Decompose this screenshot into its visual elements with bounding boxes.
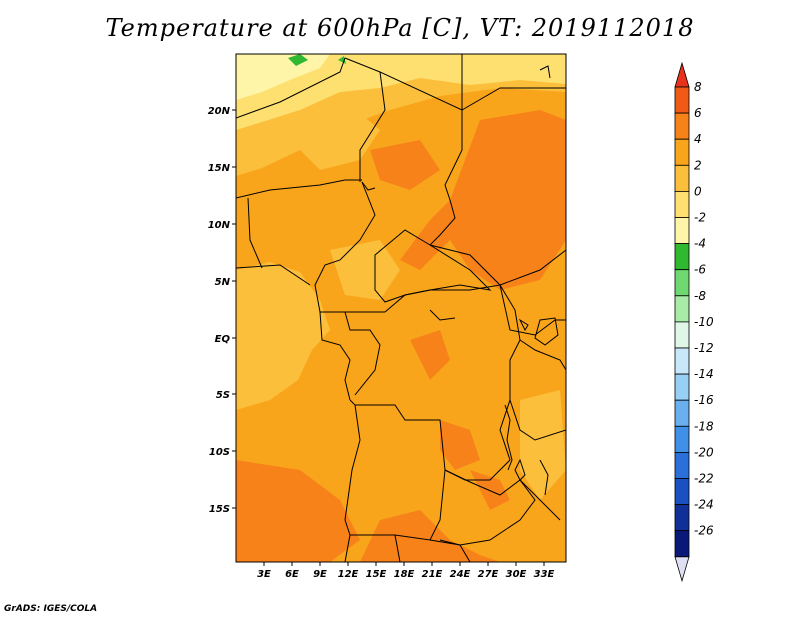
lon-tick-label: 24E xyxy=(450,569,471,580)
lon-tick-label: 15E xyxy=(366,569,387,580)
latitude-axis: 20N 15N 10N 5N EQ 5S 10S 15S xyxy=(208,106,236,515)
colorbar-swatch xyxy=(674,373,690,401)
colorbar-swatch xyxy=(674,504,690,532)
colorbar-label: -6 xyxy=(694,263,706,277)
colorbar-swatch xyxy=(674,530,690,558)
colorbar-underflow-triangle xyxy=(674,556,690,583)
lat-tick-label: 5S xyxy=(216,390,230,401)
colorbar-label: 0 xyxy=(694,184,702,198)
colorbar-swatch xyxy=(674,321,690,349)
colorbar-swatch xyxy=(674,451,690,479)
lat-tick-label: 10N xyxy=(208,220,231,231)
country-borders xyxy=(236,54,566,562)
colorbar-label: 8 xyxy=(694,80,702,94)
lon-tick-label: 33E xyxy=(534,569,555,580)
colorbar: 8 6 4 2 0 -2 -4 -6 -8 -10 -12 -14 -16 -18 -20 -22 -24 -26 xyxy=(674,61,714,583)
colorbar-swatch xyxy=(674,399,690,427)
colorbar-label: -14 xyxy=(694,367,714,381)
lon-tick-label: 12E xyxy=(338,569,359,580)
colorbar-label: 4 xyxy=(694,132,702,146)
map-panel: 20N 15N 10N 5N EQ 5S 10S 15S 3E 6E 9E 12… xyxy=(208,53,567,580)
colorbar-swatch xyxy=(674,164,690,192)
colorbar-swatch xyxy=(674,425,690,453)
colorbar-label: -8 xyxy=(694,289,706,303)
colorbar-swatch xyxy=(674,295,690,323)
lon-tick-label: 6E xyxy=(285,569,299,580)
colorbar-label: -12 xyxy=(694,341,714,355)
colorbar-label: -10 xyxy=(694,315,714,329)
colorbar-swatch xyxy=(674,269,690,297)
colorbar-swatch xyxy=(674,138,690,166)
colorbar-label: -22 xyxy=(694,472,714,486)
colorbar-label: -24 xyxy=(694,498,714,512)
credit-text: GrADS: IGES/COLA xyxy=(4,604,98,614)
colorbar-label: -20 xyxy=(694,445,714,459)
colorbar-swatch xyxy=(674,243,690,271)
colorbar-swatch xyxy=(674,478,690,506)
lon-tick-label: 18E xyxy=(394,569,415,580)
longitude-axis: 3E 6E 9E 12E 15E 18E 21E 24E 27E 30E 33E xyxy=(257,562,555,580)
temperature-field xyxy=(236,54,566,562)
lat-tick-label: 15S xyxy=(209,504,230,515)
lon-tick-label: 21E xyxy=(422,569,443,580)
colorbar-swatch xyxy=(674,347,690,375)
lat-tick-label: EQ xyxy=(215,334,231,345)
lat-tick-label: 20N xyxy=(208,106,231,117)
lon-tick-label: 3E xyxy=(257,569,271,580)
colorbar-swatch xyxy=(674,217,690,245)
colorbar-swatch xyxy=(674,112,690,140)
chart-title: Temperature at 600hPa [C], VT: 201911201… xyxy=(105,14,695,42)
lon-tick-label: 27E xyxy=(478,569,499,580)
lon-tick-label: 30E xyxy=(506,569,527,580)
colorbar-label: -26 xyxy=(694,524,714,538)
colorbar-label: -4 xyxy=(694,237,706,251)
colorbar-label: -2 xyxy=(694,211,706,225)
colorbar-label: 2 xyxy=(694,158,702,172)
colorbar-label: 6 xyxy=(694,106,702,120)
lat-tick-label: 10S xyxy=(209,447,230,458)
colorbar-swatch xyxy=(674,190,690,218)
lon-tick-label: 9E xyxy=(313,569,327,580)
colorbar-overflow-triangle xyxy=(674,61,690,88)
lat-tick-label: 5N xyxy=(215,277,231,288)
colorbar-label: -16 xyxy=(694,393,714,407)
lat-tick-label: 15N xyxy=(208,163,231,174)
colorbar-label: -18 xyxy=(694,419,714,433)
colorbar-swatch xyxy=(674,86,690,114)
